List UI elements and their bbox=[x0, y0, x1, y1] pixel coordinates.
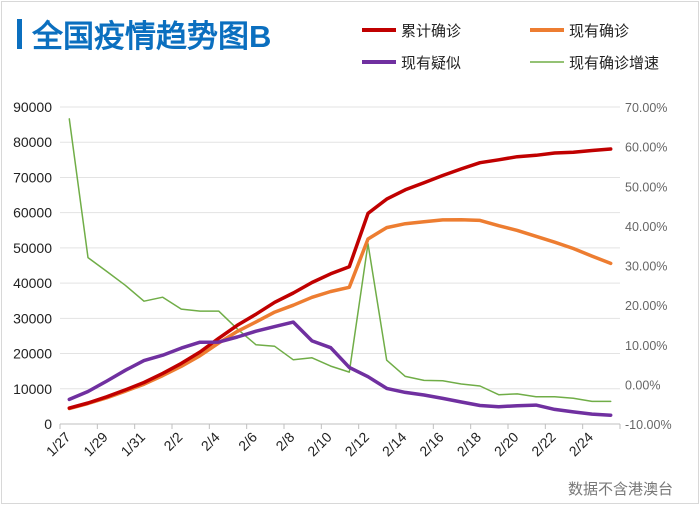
x-tick-label: 2/14 bbox=[379, 429, 410, 460]
x-tick-label: 2/20 bbox=[491, 429, 522, 460]
x-tick-label: 2/2 bbox=[160, 429, 185, 454]
series-line-1 bbox=[67, 217, 613, 411]
x-tick-label: 2/22 bbox=[528, 429, 559, 460]
x-tick-label: 2/12 bbox=[342, 429, 373, 460]
x-tick-label: 1/31 bbox=[118, 429, 149, 460]
y-left-tick-label: 30000 bbox=[13, 310, 52, 326]
y-right-tick-label: 70.00% bbox=[625, 101, 667, 115]
x-tick-label: 2/24 bbox=[566, 429, 597, 460]
y-right-tick-label: 0.00% bbox=[625, 378, 660, 392]
y-left-tick-label: 60000 bbox=[13, 205, 52, 221]
y-axis-left: 0 10000 20000 30000 40000 50000 60000 70000 8000… bbox=[13, 99, 52, 432]
series-line-0 bbox=[67, 147, 613, 410]
x-tick-label: 1/27 bbox=[43, 429, 74, 460]
legend-label: 现有疑似 bbox=[401, 55, 461, 72]
legend-label: 累计确诊 bbox=[401, 23, 461, 40]
y-left-tick-label: 80000 bbox=[13, 134, 52, 150]
x-tick-label: 2/4 bbox=[198, 429, 223, 454]
x-tick-label: 2/8 bbox=[272, 429, 297, 454]
y-right-tick-label: 10.00% bbox=[625, 339, 667, 353]
series-line-3 bbox=[68, 118, 612, 403]
y-left-tick-label: 10000 bbox=[13, 381, 52, 397]
series-line-2 bbox=[67, 320, 613, 417]
legend-label: 现有确诊增速 bbox=[569, 55, 659, 72]
y-right-tick-label: 30.00% bbox=[625, 260, 667, 274]
x-axis: 1/27 1/29 1/31 2/2 2/4 2/6 2/8 2/10 2/12 2/14 2/16… bbox=[43, 424, 621, 460]
y-left-tick-label: 70000 bbox=[13, 169, 52, 185]
series-lines bbox=[67, 118, 613, 417]
y-left-tick-label: 50000 bbox=[13, 240, 52, 256]
title-bar-accent bbox=[17, 19, 22, 49]
x-tick-label: 2/6 bbox=[235, 429, 260, 454]
chart-title: 全国疫情趋势图B bbox=[31, 19, 271, 54]
legend-label: 现有确诊 bbox=[569, 23, 629, 40]
y-axis-right: -10.00% 0.00% 10.00% 20.00% 30.00% 40.00% 50.0… bbox=[625, 101, 672, 432]
y-left-tick-label: 90000 bbox=[13, 99, 52, 115]
y-left-tick-label: 40000 bbox=[13, 275, 52, 291]
y-right-tick-label: 50.00% bbox=[625, 180, 667, 194]
x-tick-label: 2/18 bbox=[454, 429, 485, 460]
x-tick-label: 2/10 bbox=[304, 429, 335, 460]
y-right-tick-label: 40.00% bbox=[625, 220, 667, 234]
y-right-tick-label: -10.00% bbox=[625, 418, 672, 432]
x-tick-label: 2/16 bbox=[416, 429, 447, 460]
footnote: 数据不含港澳台 bbox=[568, 481, 673, 498]
y-right-tick-label: 20.00% bbox=[625, 299, 667, 313]
y-left-tick-label: 0 bbox=[44, 416, 52, 432]
y-left-tick-label: 20000 bbox=[13, 346, 52, 362]
y-right-tick-label: 60.00% bbox=[625, 141, 667, 155]
gridlines bbox=[60, 106, 620, 425]
x-tick-label: 1/29 bbox=[80, 429, 111, 460]
